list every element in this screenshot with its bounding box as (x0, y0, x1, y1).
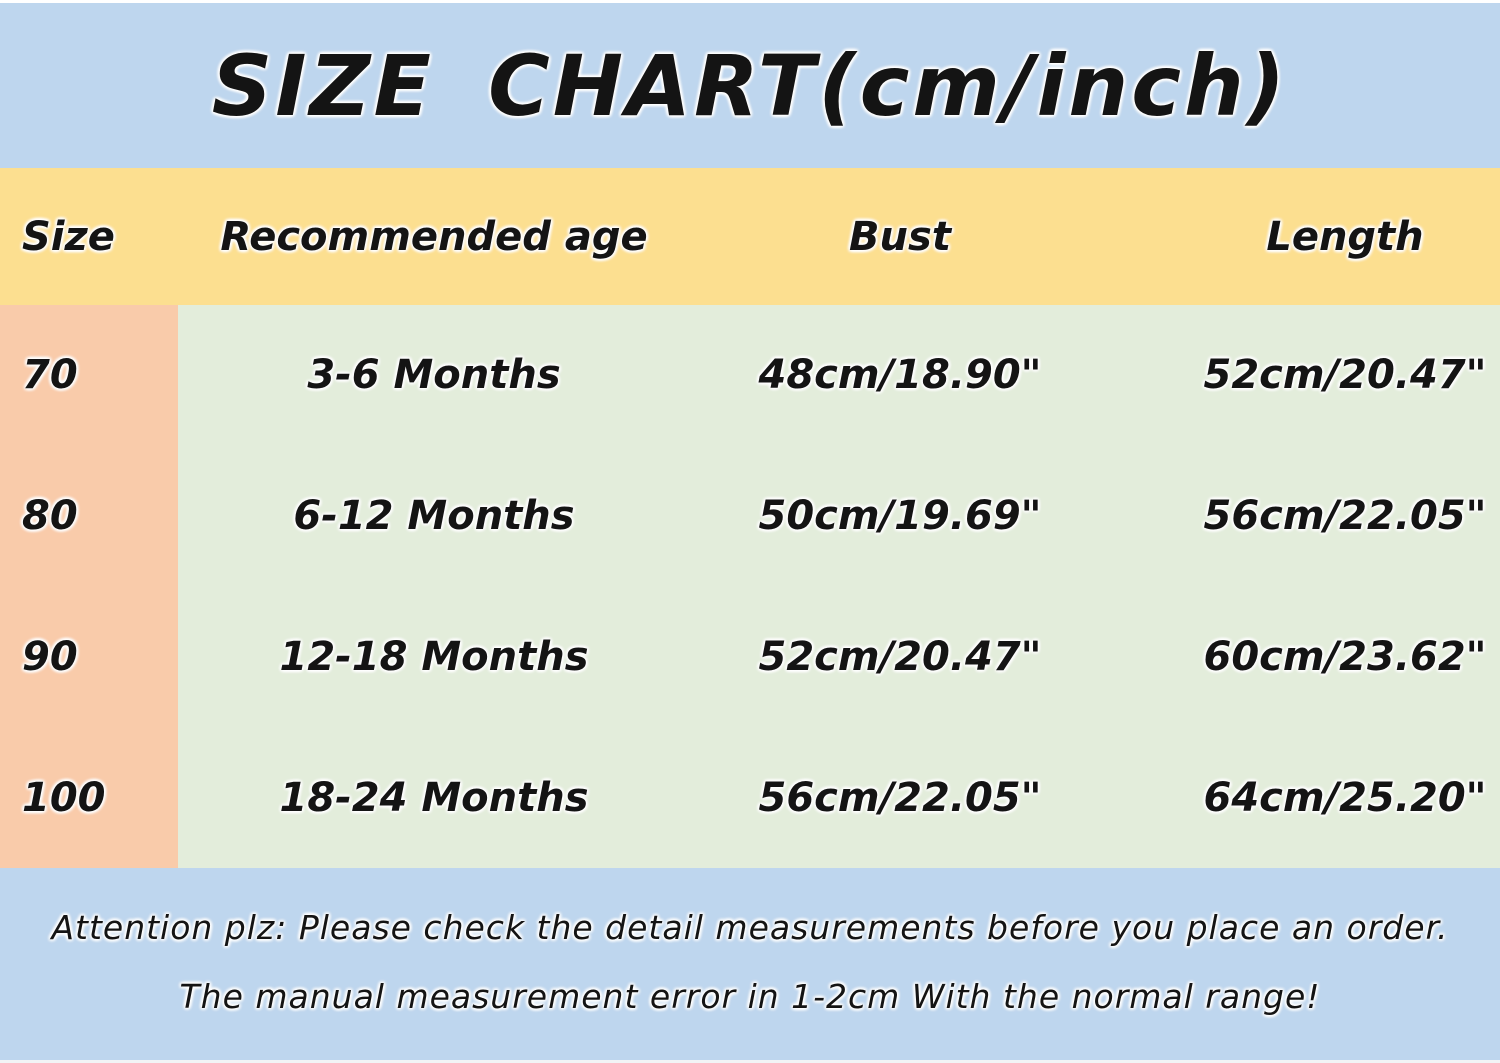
attention-note: Attention plz: Please check the detail m… (0, 868, 1500, 1060)
cell-bust: 50cm/19.69" (758, 493, 1042, 540)
page-title: SIZE CHART(cm/inch) (211, 36, 1289, 135)
cell-bust: 52cm/20.47" (758, 633, 1042, 680)
table-row: 100 18-24 Months 56cm/22.05" 64cm/25.20" (0, 727, 1500, 868)
table-header-row: Size Recommended age Bust Length (0, 168, 1500, 305)
cell-age: 6-12 Months (293, 493, 575, 540)
header-size: Size (22, 213, 115, 260)
cell-length: 64cm/25.20" (1203, 774, 1487, 821)
header-length: Length (1266, 213, 1424, 260)
header-bust: Bust (849, 213, 951, 260)
attention-line-1: Attention plz: Please check the detail m… (51, 907, 1449, 947)
cell-bust: 56cm/22.05" (758, 774, 1042, 821)
cell-size: 80 (0, 445, 178, 587)
cell-length: 60cm/23.62" (1203, 633, 1487, 680)
cell-size: 100 (0, 727, 178, 868)
table-row: 70 3-6 Months 48cm/18.90" 52cm/20.47" (0, 305, 1500, 446)
table-row: 90 12-18 Months 52cm/20.47" 60cm/23.62" (0, 586, 1500, 728)
header-recommended-age: Recommended age (220, 213, 648, 260)
cell-length: 52cm/20.47" (1203, 352, 1487, 399)
table-row: 80 6-12 Months 50cm/19.69" 56cm/22.05" (0, 445, 1500, 587)
cell-age: 18-24 Months (279, 774, 589, 821)
cell-length: 56cm/22.05" (1203, 493, 1487, 540)
cell-size: 90 (0, 586, 178, 728)
attention-line-2: The manual measurement error in 1-2cm Wi… (179, 976, 1321, 1016)
title-banner: SIZE CHART(cm/inch) (0, 3, 1500, 168)
cell-age: 3-6 Months (307, 352, 561, 399)
size-chart-table: Size Recommended age Bust Length 70 3-6 … (0, 168, 1500, 868)
cell-size: 70 (0, 305, 178, 446)
cell-age: 12-18 Months (279, 633, 589, 680)
cell-bust: 48cm/18.90" (758, 352, 1042, 399)
